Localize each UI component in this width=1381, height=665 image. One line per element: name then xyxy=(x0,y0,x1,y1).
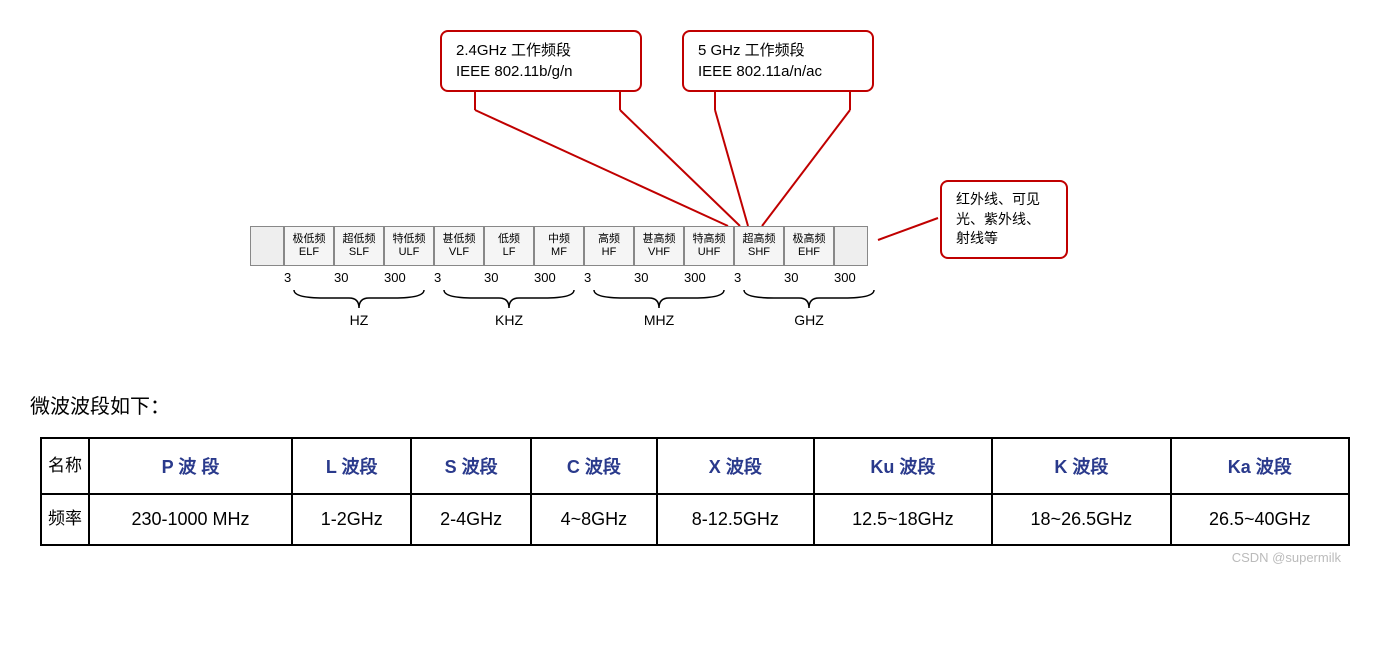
spectrum-cell: 甚高频VHF xyxy=(634,226,684,266)
spectrum-cell: 超低频SLF xyxy=(334,226,384,266)
unit-label: KHZ xyxy=(434,312,584,328)
axis-tick: 300 xyxy=(534,270,584,285)
spectrum-row: 极低频ELF超低频SLF特低频ULF甚低频VLF低频LF中频MF高频HF甚高频V… xyxy=(250,226,868,266)
microwave-table: 名称 P 波 段 L 波段 S 波段 C 波段 X 波段 Ku 波段 K 波段 … xyxy=(40,437,1350,546)
band-header: Ka 波段 xyxy=(1171,438,1349,494)
brace-icon xyxy=(289,288,429,310)
spectrum-cell: 中频MF xyxy=(534,226,584,266)
spectrum-cell: 超高频SHF xyxy=(734,226,784,266)
axis-tick: 300 xyxy=(684,270,734,285)
band-header: Ku 波段 xyxy=(814,438,992,494)
unit-braces: HZKHZMHZGHZ xyxy=(284,288,884,328)
section-heading: 微波波段如下： xyxy=(30,390,1371,419)
brace-icon xyxy=(589,288,729,310)
spectrum-cell: 特高频UHF xyxy=(684,226,734,266)
row-label-freq: 频率 xyxy=(41,494,89,545)
axis-ticks: 330300330300330300330300 xyxy=(284,270,884,285)
unit-group: HZ xyxy=(284,288,434,328)
spectrum-cell xyxy=(834,226,868,266)
spectrum-cell: 极高频EHF xyxy=(784,226,834,266)
band-freq: 12.5~18GHz xyxy=(814,494,992,545)
band-freq: 8-12.5GHz xyxy=(657,494,814,545)
axis-tick: 30 xyxy=(634,270,684,285)
watermark: CSDN @supermilk xyxy=(10,550,1341,565)
band-freq: 4~8GHz xyxy=(531,494,657,545)
axis-tick: 3 xyxy=(284,270,334,285)
spectrum-cell: 甚低频VLF xyxy=(434,226,484,266)
band-freq: 1-2GHz xyxy=(292,494,411,545)
row-label-name: 名称 xyxy=(41,438,89,494)
band-freq: 230-1000 MHz xyxy=(89,494,292,545)
axis-tick: 300 xyxy=(384,270,434,285)
spectrum-cell: 低频LF xyxy=(484,226,534,266)
spectrum-cell: 极低频ELF xyxy=(284,226,334,266)
brace-icon xyxy=(739,288,879,310)
axis-tick: 3 xyxy=(584,270,634,285)
spectrum-diagram: 2.4GHz 工作频段 IEEE 802.11b/g/n 5 GHz 工作频段 … xyxy=(250,10,1250,380)
unit-group: MHZ xyxy=(584,288,734,328)
spectrum-cell: 特低频ULF xyxy=(384,226,434,266)
unit-group: KHZ xyxy=(434,288,584,328)
axis-tick: 3 xyxy=(734,270,784,285)
unit-group: GHZ xyxy=(734,288,884,328)
band-freq: 26.5~40GHz xyxy=(1171,494,1349,545)
brace-icon xyxy=(439,288,579,310)
band-header: S 波段 xyxy=(411,438,530,494)
table-row-freq: 频率 230-1000 MHz 1-2GHz 2-4GHz 4~8GHz 8-1… xyxy=(41,494,1349,545)
unit-label: HZ xyxy=(284,312,434,328)
unit-label: MHZ xyxy=(584,312,734,328)
band-freq: 18~26.5GHz xyxy=(992,494,1170,545)
band-freq: 2-4GHz xyxy=(411,494,530,545)
axis-tick: 3 xyxy=(434,270,484,285)
spectrum-cell: 高频HF xyxy=(584,226,634,266)
spectrum-cell xyxy=(250,226,284,266)
axis-tick: 300 xyxy=(834,270,884,285)
band-header: L 波段 xyxy=(292,438,411,494)
axis-tick: 30 xyxy=(484,270,534,285)
axis-tick: 30 xyxy=(784,270,834,285)
unit-label: GHZ xyxy=(734,312,884,328)
band-header: C 波段 xyxy=(531,438,657,494)
table-row-header: 名称 P 波 段 L 波段 S 波段 C 波段 X 波段 Ku 波段 K 波段 … xyxy=(41,438,1349,494)
axis-tick: 30 xyxy=(334,270,384,285)
band-header: K 波段 xyxy=(992,438,1170,494)
band-header: P 波 段 xyxy=(89,438,292,494)
band-header: X 波段 xyxy=(657,438,814,494)
